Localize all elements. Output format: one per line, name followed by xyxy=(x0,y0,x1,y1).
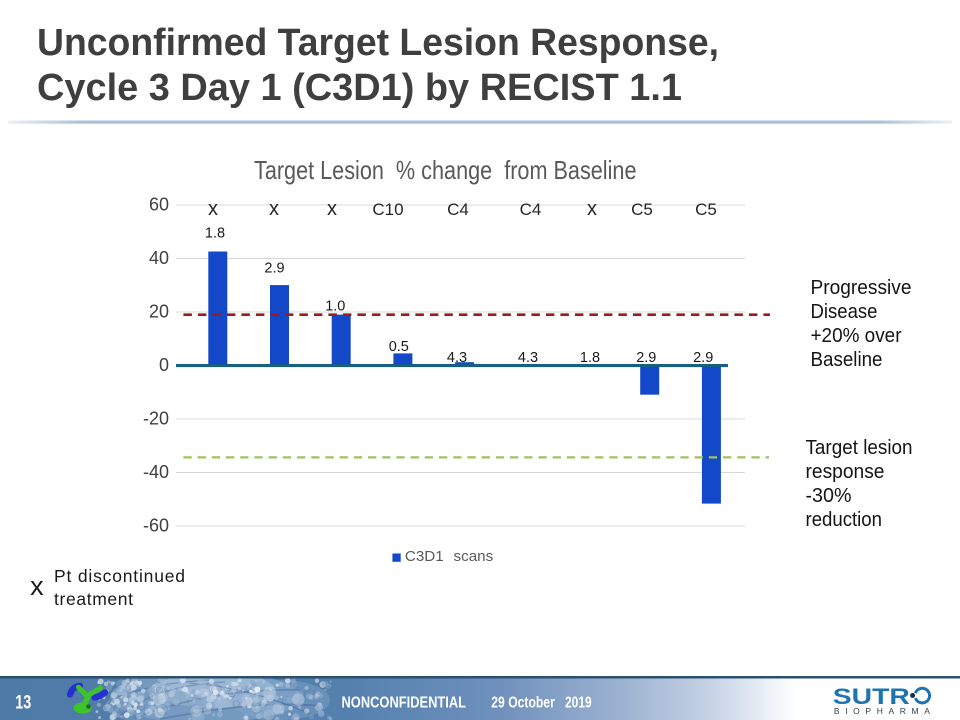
svg-text:Progressive: Progressive xyxy=(811,276,912,299)
svg-text:Disease: Disease xyxy=(811,300,878,323)
svg-text:2.9: 2.9 xyxy=(636,350,656,366)
svg-text:20: 20 xyxy=(149,302,169,322)
svg-text:2.9: 2.9 xyxy=(264,260,284,276)
svg-text:1.8: 1.8 xyxy=(580,350,600,366)
svg-text:x: x xyxy=(327,198,337,220)
svg-text:Baseline: Baseline xyxy=(811,348,883,371)
svg-text:29 October: 29 October xyxy=(491,694,555,711)
svg-text:2.9: 2.9 xyxy=(693,350,713,366)
svg-text:NONCONFIDENTIAL: NONCONFIDENTIAL xyxy=(342,694,467,711)
svg-text:Unconfirmed Target Lesion Resp: Unconfirmed Target Lesion Response, xyxy=(37,22,719,64)
svg-text:Target Lesion % change from: Target Lesion % change from Baseline xyxy=(254,155,637,185)
svg-text:x: x xyxy=(587,198,597,220)
svg-text:C4: C4 xyxy=(447,200,469,219)
svg-text:response: response xyxy=(806,460,885,483)
svg-text:40: 40 xyxy=(149,248,169,268)
svg-text:C5: C5 xyxy=(695,200,717,219)
svg-text:4.3: 4.3 xyxy=(447,350,467,366)
svg-text:BIOPHARMA: BIOPHARMA xyxy=(834,706,930,716)
svg-text:C10: C10 xyxy=(372,200,403,219)
svg-text:+20% over: +20% over xyxy=(811,324,902,347)
svg-text:2019: 2019 xyxy=(565,694,592,711)
svg-text:60: 60 xyxy=(149,195,169,215)
svg-text:reduction: reduction xyxy=(806,508,883,531)
svg-text:0: 0 xyxy=(159,355,169,375)
svg-text:treatment: treatment xyxy=(54,589,133,609)
svg-text:-20: -20 xyxy=(143,409,169,429)
svg-text:Target lesion: Target lesion xyxy=(806,436,913,459)
svg-text:4.3: 4.3 xyxy=(518,350,538,366)
svg-text:1.0: 1.0 xyxy=(325,299,345,315)
svg-text:-60: -60 xyxy=(143,516,169,536)
svg-text:C4: C4 xyxy=(520,200,542,219)
svg-text:Cycle 3 Day 1 (C3D1) by RECIST: Cycle 3 Day 1 (C3D1) by RECIST 1.1 xyxy=(37,67,682,109)
svg-text:-30%: -30% xyxy=(806,484,852,507)
svg-text:C5: C5 xyxy=(631,200,653,219)
svg-text:scans: scans xyxy=(454,548,494,565)
svg-text:1.8: 1.8 xyxy=(205,225,225,241)
svg-text:-40: -40 xyxy=(143,462,169,482)
svg-text:Pt discontinued: Pt discontinued xyxy=(54,566,185,586)
svg-text:C3D1: C3D1 xyxy=(405,548,444,565)
svg-text:SUTR: SUTR xyxy=(833,684,910,709)
svg-text:x: x xyxy=(208,198,218,220)
svg-text:0.5: 0.5 xyxy=(389,339,409,355)
svg-text:13: 13 xyxy=(15,693,31,714)
svg-text:x: x xyxy=(30,571,44,601)
svg-text:x: x xyxy=(269,198,279,220)
